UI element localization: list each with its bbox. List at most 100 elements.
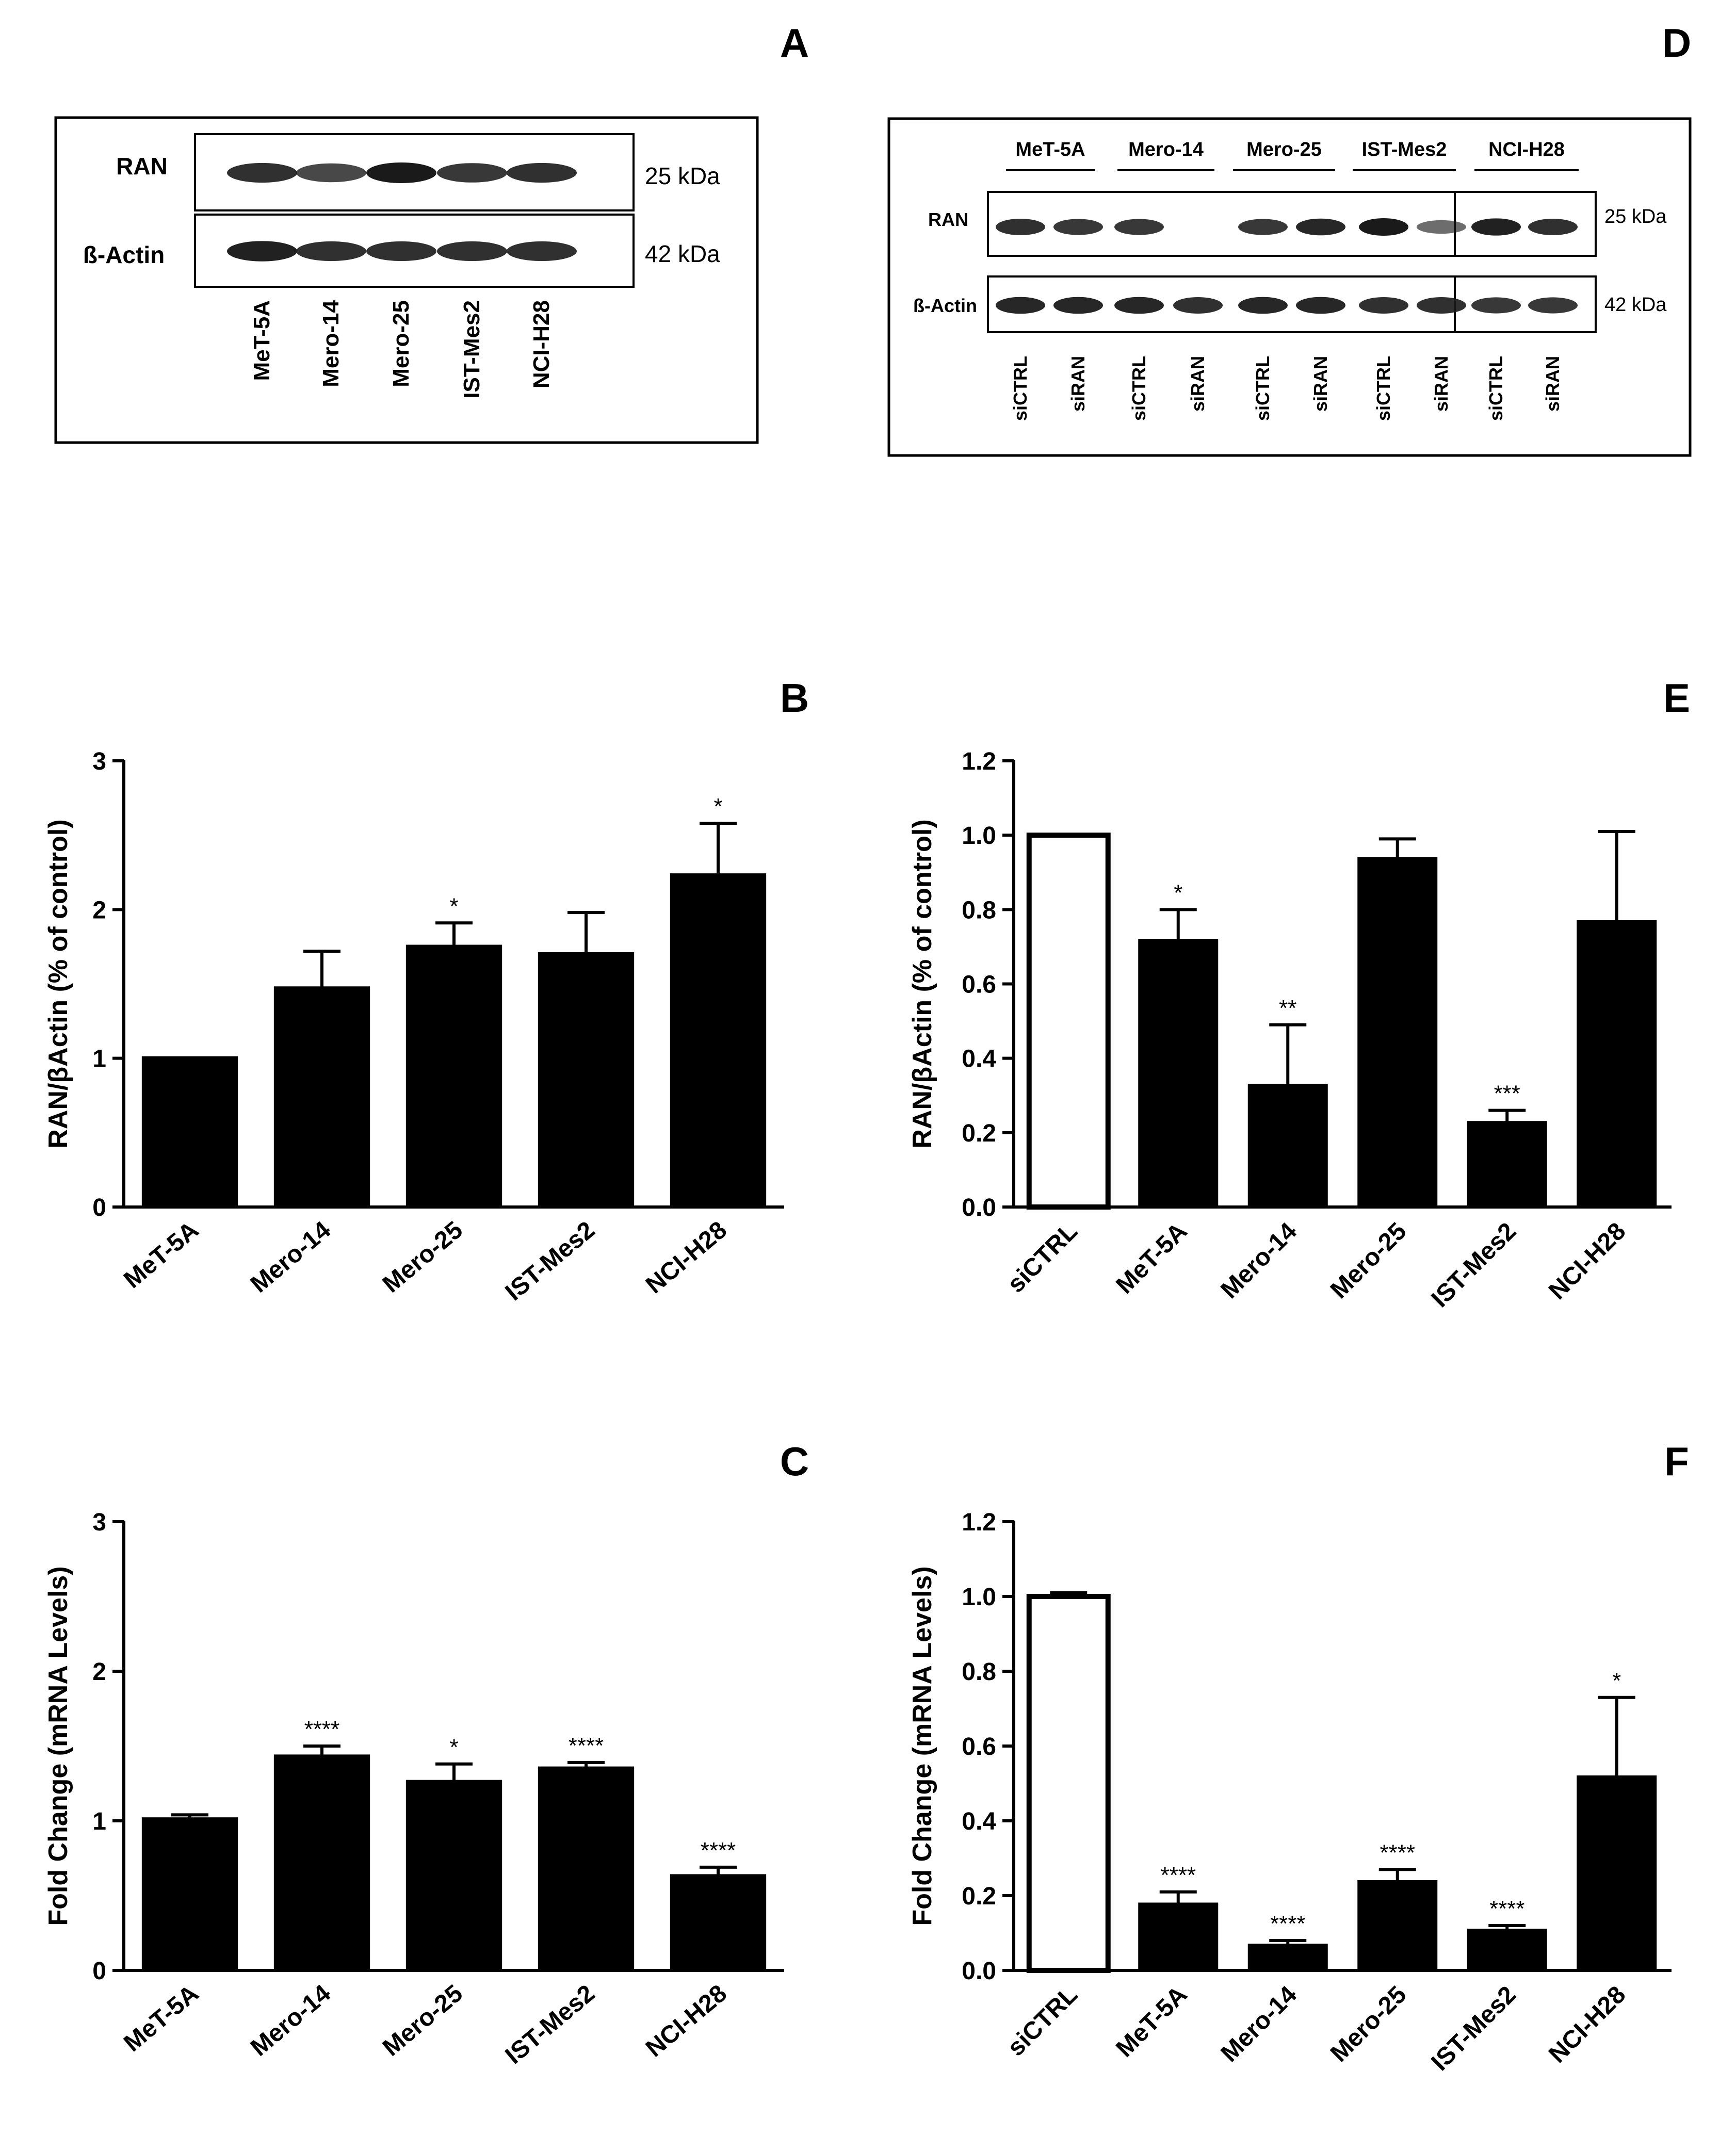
- chart-c-bar-ist-mes2: [538, 1766, 635, 1971]
- blot-d-band-actin-1: [996, 297, 1045, 314]
- chart-c-bar-mero-14: [273, 1754, 370, 1971]
- blot-a-lane-label-ist-mes2: IST-Mes2: [459, 300, 484, 399]
- chart-c-y-tick-label-2: 2: [92, 1658, 106, 1686]
- chart-e-y-tick-label-6: 1.2: [962, 748, 996, 775]
- blot-d-lane-label-10-siran: siRAN: [1542, 356, 1563, 412]
- blot-d-band-actin-3: [1114, 297, 1164, 314]
- blot-a-band-actin-4: [437, 241, 507, 262]
- chart-f-bar-met-5a: [1138, 1902, 1219, 1971]
- chart-e-category-label-met-5a: MeT-5A: [1111, 1217, 1192, 1299]
- blot-a-ran-strip: [194, 133, 635, 211]
- chart-b-bar-mero-25: [405, 944, 502, 1208]
- blot-d-lane-label-7-sictrl: siCTRL: [1373, 356, 1394, 421]
- blot-d-band-ran-10: [1528, 219, 1578, 235]
- blot-d-lane-label-6-siran: siRAN: [1310, 356, 1331, 412]
- chart-b-y-axis-title: RAN/βActin (% of control): [43, 819, 73, 1148]
- blot-a-band-actin-2: [296, 241, 366, 262]
- blot-d-band-actin-7: [1359, 297, 1408, 314]
- chart-c-category-label-ist-mes2: IST-Mes2: [500, 1980, 600, 2069]
- chart-f-y-tick-label-2: 0.4: [962, 1808, 996, 1835]
- chart-f-category-label-ist-mes2: IST-Mes2: [1426, 1981, 1521, 2076]
- panel-letter-c: C: [780, 1439, 809, 1484]
- blot-d-band-actin-10: [1528, 297, 1578, 314]
- blot-d-row-label-ran: RAN: [928, 209, 968, 230]
- chart-f-y-tick-label-6: 1.2: [962, 1509, 996, 1536]
- panel-letter-f: F: [1664, 1439, 1689, 1484]
- blot-d-band-ran-3: [1114, 219, 1164, 235]
- chart-e-category-label-mero-25: Mero-25: [1325, 1217, 1412, 1304]
- blot-a-band-ran-4: [437, 163, 507, 183]
- chart-b-category-label-mero-25: Mero-25: [378, 1216, 468, 1298]
- chart-c-category-label-mero-14: Mero-14: [246, 1980, 336, 2062]
- chart-f-y-tick-label-1: 0.2: [962, 1883, 996, 1910]
- blot-d-band-actin-2: [1053, 297, 1103, 314]
- panel-letter-b: B: [780, 675, 809, 721]
- chart-f-bar-ist-mes2: [1467, 1929, 1547, 1971]
- blot-a-kda-actin: 42 kDa: [645, 240, 720, 267]
- chart-e-y-tick-label-4: 0.8: [962, 896, 996, 924]
- blot-a-band-ran-2: [296, 163, 366, 183]
- chart-f-significance-mero-14: ****: [1270, 1911, 1306, 1936]
- blot-d-group-label-mero-14: Mero-14: [1128, 139, 1204, 160]
- blot-a-lane-label-mero-25: Mero-25: [388, 300, 414, 387]
- chart-f-y-tick-label-5: 1.0: [962, 1584, 996, 1611]
- blot-d-lane-label-3-sictrl: siCTRL: [1128, 356, 1149, 421]
- chart-e-y-axis-title: RAN/βActin (% of control): [907, 819, 937, 1148]
- chart-f-bar-mero-14: [1247, 1944, 1328, 1971]
- chart-f-bar-mero-25: [1357, 1880, 1438, 1971]
- chart-c-significance-nci-h28: ****: [701, 1838, 736, 1863]
- chart-e-category-label-sictrl: siCTRL: [1002, 1217, 1083, 1298]
- blot-d-row-label-actin: ß-Actin: [913, 295, 977, 316]
- blot-d-group-labels: MeT-5A Mero-14 Mero-25 IST-Mes2 NCI-H28: [1006, 139, 1579, 171]
- blot-a-actin-strip: [194, 214, 635, 288]
- chart-c-significance-ist-mes2: ****: [569, 1733, 604, 1758]
- chart-b-category-label-met-5a: MeT-5A: [119, 1216, 204, 1294]
- chart-f-category-label-mero-25: Mero-25: [1325, 1981, 1412, 2067]
- chart-e-bar-sictrl: [1026, 833, 1111, 1210]
- blot-d-lane-label-5-sictrl: siCTRL: [1252, 356, 1273, 421]
- chart-c-category-label-met-5a: MeT-5A: [119, 1980, 204, 2057]
- chart-e-bar-nci-h28: [1577, 920, 1657, 1208]
- chart-b-y-tick-label-2: 2: [92, 896, 106, 924]
- chart-f-category-label-nci-h28: NCI-H28: [1544, 1981, 1631, 2068]
- blot-a-kda-ran: 25 kDa: [645, 162, 720, 189]
- chart-f-significance-met-5a: ****: [1161, 1863, 1196, 1888]
- blot-d-lane-labels: siCTRL siRAN siCTRL siRAN siCTRL siRAN siCTRL s…: [1010, 356, 1563, 421]
- chart-b-bar-mero-14: [273, 986, 370, 1208]
- blot-d-band-actin-6: [1296, 297, 1345, 314]
- chart-b-category-label-ist-mes2: IST-Mes2: [500, 1216, 600, 1306]
- blot-a-band-ran-1: [227, 162, 297, 183]
- chart-c-category-label-nci-h28: NCI-H28: [641, 1980, 732, 2063]
- blot-d-band-ran-2: [1053, 219, 1103, 235]
- chart-e-y-tick-label-2: 0.4: [962, 1046, 996, 1073]
- blot-a-band-ran-5: [507, 162, 577, 183]
- chart-f-bar-nci-h28: [1577, 1775, 1657, 1971]
- chart-b-bar-nci-h28: [670, 873, 767, 1208]
- chart-b-significance-mero-25: *: [449, 893, 458, 919]
- chart-f-y-axis-title: Fold Change (mRNA Levels): [907, 1566, 937, 1926]
- blot-d-lane-label-9-sictrl: siCTRL: [1485, 356, 1506, 421]
- blot-a-bands: [227, 162, 577, 262]
- chart-b-category-label-nci-h28: NCI-H28: [641, 1216, 732, 1299]
- chart-b-y-tick-label-1: 1: [92, 1046, 106, 1073]
- blot-d-lane-label-1-sictrl: siCTRL: [1010, 356, 1031, 421]
- chart-c-category-label-mero-25: Mero-25: [378, 1980, 468, 2062]
- chart-panel-e: E 0.0 0.2 0.4 0.6 0.8 1.0 1.2 RAN/βActin (% of c…: [907, 675, 1690, 1313]
- chart-e-y-tick-label-1: 0.2: [962, 1120, 996, 1147]
- blot-d-group-label-nci-h28: NCI-H28: [1488, 139, 1565, 160]
- chart-e-significance-ist-mes2: ***: [1494, 1081, 1520, 1106]
- chart-f-category-label-met-5a: MeT-5A: [1111, 1981, 1192, 2062]
- chart-f-y-tick-label-4: 0.8: [962, 1658, 996, 1686]
- blot-d-group-label-ist-mes2: IST-Mes2: [1362, 139, 1447, 160]
- chart-e-bar-ist-mes2: [1467, 1121, 1547, 1208]
- chart-c-y-tick-label-0: 0: [92, 1958, 106, 1985]
- blot-d-lane-label-8-siran: siRAN: [1431, 356, 1452, 412]
- chart-c-bar-met-5a: [141, 1817, 238, 1971]
- chart-c-y-tick-label-1: 1: [92, 1808, 106, 1835]
- chart-c-y-axis-title: Fold Change (mRNA Levels): [43, 1566, 73, 1926]
- blot-a: RAN ß-Actin 25 kDa 42 kDa MeT-5A Mero-14 M…: [54, 116, 759, 444]
- blot-d-kda-ran: 25 kDa: [1604, 206, 1667, 227]
- chart-f-y-tick-label-3: 0.6: [962, 1733, 996, 1760]
- chart-e-y-tick-label-3: 0.6: [962, 971, 996, 999]
